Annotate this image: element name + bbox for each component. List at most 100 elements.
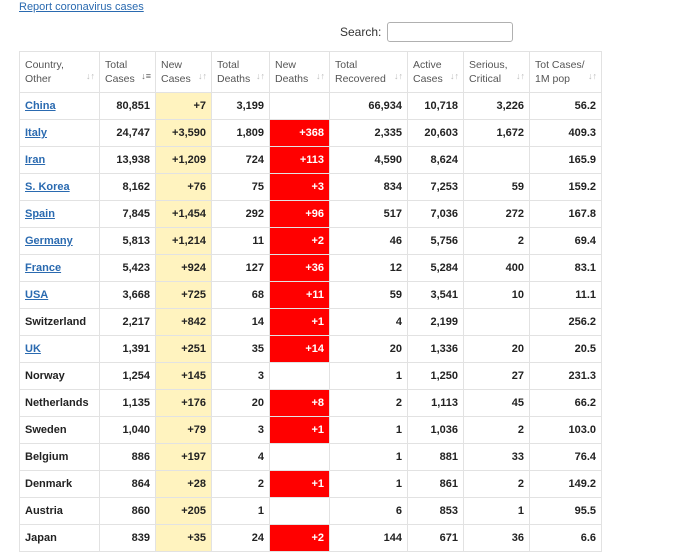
cell-total-recovered: 66,934 <box>329 92 408 120</box>
country-link[interactable]: UK <box>25 343 41 355</box>
cell-total-deaths: 3 <box>211 362 270 390</box>
cell-total-cases: 5,813 <box>99 227 156 255</box>
cell-total-recovered: 1 <box>329 362 408 390</box>
cell-new-deaths: +96 <box>269 200 330 228</box>
cell-new-cases: +28 <box>155 470 212 498</box>
cell-country: Italy <box>19 119 100 147</box>
cell-serious-critical: 27 <box>463 362 530 390</box>
column-header-per-million[interactable]: Tot Cases/1M pop ↓↑ <box>529 51 602 93</box>
cell-total-recovered: 46 <box>329 227 408 255</box>
table-row: Norway 1,254 +145 3 1 1,250 27 231.3 <box>19 362 602 390</box>
column-header-serious-critical[interactable]: Serious, Critical ↓↑ <box>463 51 530 93</box>
column-header-new-deaths[interactable]: New Deaths ↓↑ <box>269 51 330 93</box>
column-header-line2: Recovered <box>335 73 386 85</box>
cell-total-deaths: 4 <box>211 443 270 471</box>
cell-total-deaths: 292 <box>211 200 270 228</box>
cell-serious-critical: 2 <box>463 227 530 255</box>
cell-new-deaths: +14 <box>269 335 330 363</box>
cell-total-cases: 2,217 <box>99 308 156 336</box>
cell-total-cases: 860 <box>99 497 156 525</box>
column-header-active-cases[interactable]: Active Cases ↓↑ <box>407 51 464 93</box>
cell-country: France <box>19 254 100 282</box>
sort-icon: ↓↑ <box>256 71 265 81</box>
cell-total-cases: 864 <box>99 470 156 498</box>
country-link[interactable]: Italy <box>25 127 48 139</box>
cell-total-cases: 8,162 <box>99 173 156 201</box>
country-name: Sweden <box>25 424 67 436</box>
cell-serious-critical: 2 <box>463 416 530 444</box>
country-name: Norway <box>25 370 65 382</box>
cell-total-cases: 7,845 <box>99 200 156 228</box>
sort-icon: ↓↑ <box>198 71 207 81</box>
cell-serious-critical: 2 <box>463 470 530 498</box>
cell-new-deaths: +2 <box>269 524 330 552</box>
cell-total-cases: 24,747 <box>99 119 156 147</box>
cell-total-deaths: 127 <box>211 254 270 282</box>
country-link[interactable]: France <box>25 262 62 274</box>
table-row: France 5,423 +924 127 +36 12 5,284 400 83.1 <box>19 254 602 282</box>
cell-new-cases: +176 <box>155 389 212 417</box>
country-link[interactable]: Germany <box>25 235 73 247</box>
column-header-line1: Total <box>217 59 240 71</box>
cell-total-recovered: 1 <box>329 470 408 498</box>
cell-total-recovered: 4,590 <box>329 146 408 174</box>
cell-serious-critical: 10 <box>463 281 530 309</box>
country-link[interactable]: China <box>25 100 56 112</box>
cell-total-recovered: 144 <box>329 524 408 552</box>
country-name: Denmark <box>25 478 73 490</box>
table-row: S. Korea 8,162 +76 75 +3 834 7,253 59 159.2 <box>19 173 602 201</box>
cell-country: Switzerland <box>19 308 100 336</box>
cell-total-recovered: 517 <box>329 200 408 228</box>
country-link[interactable]: Spain <box>25 208 55 220</box>
cell-per-million: 159.2 <box>529 173 602 201</box>
cell-new-deaths: +1 <box>269 470 330 498</box>
cell-new-deaths: +368 <box>269 119 330 147</box>
table-row: Austria 860 +205 1 6 853 1 95.5 <box>19 497 602 525</box>
cell-country: Spain <box>19 200 100 228</box>
column-header-line2: Deaths <box>217 73 251 85</box>
country-link[interactable]: S. Korea <box>25 181 70 193</box>
column-header-line1: New <box>275 59 297 71</box>
table-row: Switzerland 2,217 +842 14 +1 4 2,199 256.2 <box>19 308 602 336</box>
table-row: Japan 839 +35 24 +2 144 671 36 6.6 <box>19 524 602 552</box>
search-input[interactable] <box>387 22 514 42</box>
cases-table: Country, Other ↓↑ Total Cases ↓≡ New Cases ↓↑ Tot… <box>19 51 602 552</box>
cell-serious-critical: 400 <box>463 254 530 282</box>
cell-total-recovered: 1 <box>329 416 408 444</box>
cell-total-deaths: 3 <box>211 416 270 444</box>
column-header-total-deaths[interactable]: Total Deaths ↓↑ <box>211 51 270 93</box>
country-link[interactable]: Iran <box>25 154 46 166</box>
cell-new-cases: +1,209 <box>155 146 212 174</box>
report-cases-link[interactable]: Report coronavirus cases <box>19 1 144 13</box>
cell-per-million: 69.4 <box>529 227 602 255</box>
cell-active-cases: 881 <box>407 443 464 471</box>
column-header-line1: Country, <box>25 59 64 71</box>
cell-serious-critical: 1 <box>463 497 530 525</box>
cell-total-deaths: 3,199 <box>211 92 270 120</box>
table-row: Spain 7,845 +1,454 292 +96 517 7,036 272 167.8 <box>19 200 602 228</box>
cell-country: Denmark <box>19 470 100 498</box>
cell-new-cases: +145 <box>155 362 212 390</box>
cell-total-cases: 1,040 <box>99 416 156 444</box>
column-header-country[interactable]: Country, Other ↓↑ <box>19 51 100 93</box>
cell-active-cases: 7,036 <box>407 200 464 228</box>
cell-new-deaths: +3 <box>269 173 330 201</box>
cell-active-cases: 1,113 <box>407 389 464 417</box>
search-bar: Search: <box>340 22 514 42</box>
cell-active-cases: 20,603 <box>407 119 464 147</box>
cell-total-deaths: 724 <box>211 146 270 174</box>
country-link[interactable]: USA <box>25 289 49 301</box>
cell-total-cases: 886 <box>99 443 156 471</box>
column-header-total-cases[interactable]: Total Cases ↓≡ <box>99 51 156 93</box>
cell-total-cases: 839 <box>99 524 156 552</box>
cell-total-deaths: 14 <box>211 308 270 336</box>
column-header-line2: Cases <box>413 73 443 85</box>
cell-active-cases: 1,336 <box>407 335 464 363</box>
cell-new-cases: +924 <box>155 254 212 282</box>
cell-total-deaths: 75 <box>211 173 270 201</box>
column-header-new-cases[interactable]: New Cases ↓↑ <box>155 51 212 93</box>
table-row: Sweden 1,040 +79 3 +1 1 1,036 2 103.0 <box>19 416 602 444</box>
cell-new-cases: +76 <box>155 173 212 201</box>
cell-total-recovered: 6 <box>329 497 408 525</box>
column-header-total-recovered[interactable]: Total Recovered ↓↑ <box>329 51 408 93</box>
